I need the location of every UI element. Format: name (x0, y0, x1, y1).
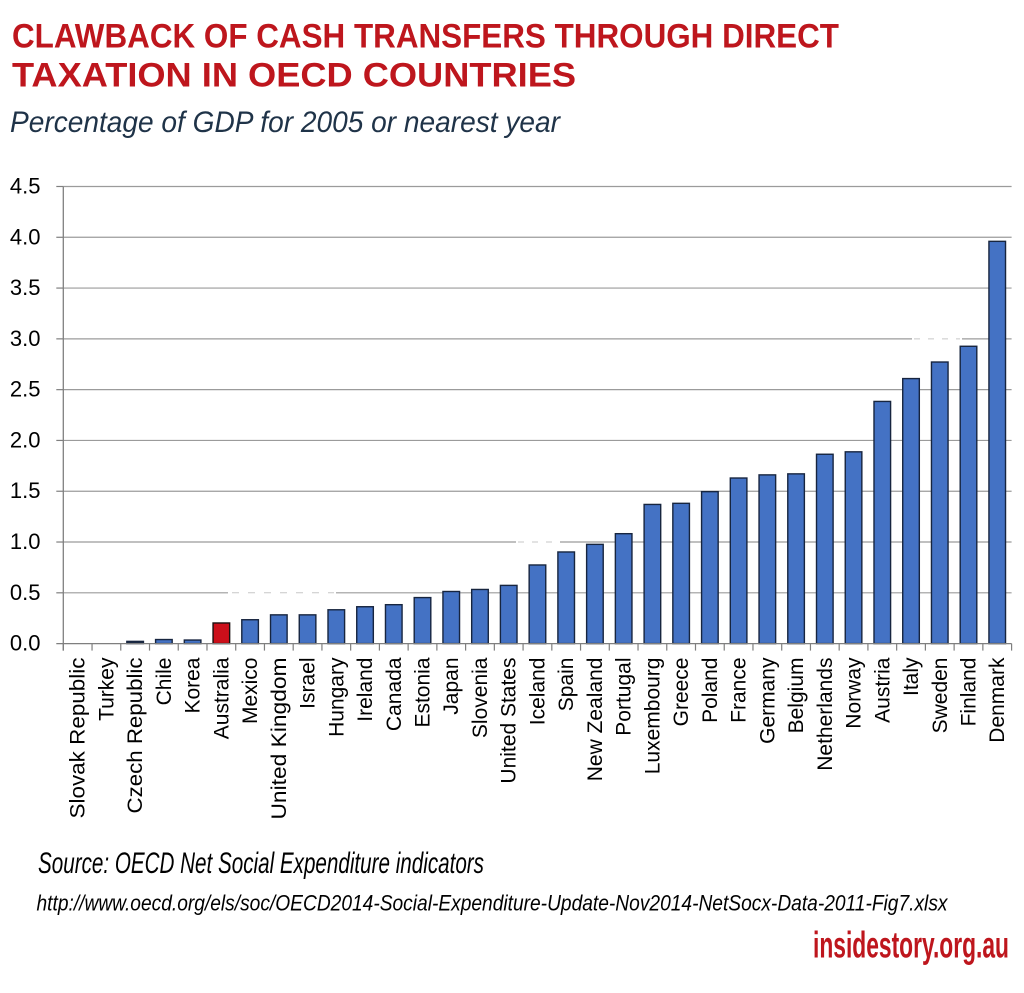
svg-text:Chile: Chile (153, 658, 176, 706)
svg-text:Source: OECD Net Social Expend: Source: OECD Net Social Expenditure indi… (38, 847, 484, 880)
svg-text:TAXATION IN OECD COUNTRIES: TAXATION IN OECD COUNTRIES (12, 57, 576, 95)
svg-text:Norway: Norway (843, 657, 866, 729)
svg-text:Finland: Finland (958, 658, 981, 727)
svg-text:3.0: 3.0 (10, 326, 41, 351)
svg-text:Austria: Austria (871, 657, 894, 723)
svg-text:Netherlands: Netherlands (814, 658, 837, 771)
svg-text:United States: United States (498, 658, 521, 784)
svg-text:Belgium: Belgium (785, 658, 808, 734)
svg-text:Canada: Canada (383, 657, 406, 731)
svg-text:4.5: 4.5 (10, 173, 41, 198)
svg-text:Slovenia: Slovenia (469, 657, 492, 738)
svg-text:Portugal: Portugal (613, 658, 636, 736)
svg-text:Mexico: Mexico (239, 658, 262, 725)
svg-text:0.0: 0.0 (10, 631, 41, 656)
svg-text:0.5: 0.5 (10, 580, 41, 605)
svg-text:CLAWBACK OF CASH TRANSFERS THR: CLAWBACK OF CASH TRANSFERS THROUGH DIREC… (12, 17, 839, 55)
svg-text:Luxembourg: Luxembourg (641, 658, 664, 775)
svg-text:Denmark: Denmark (986, 657, 1009, 743)
svg-text:Italy: Italy (900, 657, 923, 696)
svg-text:Poland: Poland (699, 658, 722, 723)
svg-text:Turkey: Turkey (95, 657, 118, 721)
svg-text:Israel: Israel (297, 658, 320, 709)
svg-text:http://www.oecd.org/els/soc/OE: http://www.oecd.org/els/soc/OECD2014-Soc… (37, 891, 949, 916)
svg-text:New Zealand: New Zealand (584, 658, 607, 782)
svg-text:Percentage of GDP for 2005 or: Percentage of GDP for 2005 or nearest ye… (10, 106, 561, 139)
svg-text:Sweden: Sweden (929, 658, 952, 734)
svg-text:Korea: Korea (182, 657, 205, 713)
svg-text:France: France (728, 658, 751, 723)
svg-text:Ireland: Ireland (354, 658, 377, 722)
svg-text:1.5: 1.5 (10, 478, 41, 503)
svg-text:1.0: 1.0 (10, 529, 41, 554)
svg-text:insidestory.org.au: insidestory.org.au (813, 925, 1009, 966)
svg-text:Germany: Germany (756, 657, 779, 744)
svg-text:Spain: Spain (555, 658, 578, 712)
svg-text:United Kingdom: United Kingdom (268, 658, 291, 820)
svg-text:3.5: 3.5 (10, 275, 41, 300)
svg-text:Slovak Republic: Slovak Republic (67, 658, 90, 819)
svg-text:2.5: 2.5 (10, 377, 41, 402)
svg-text:Estonia: Estonia (412, 657, 435, 727)
svg-text:4.0: 4.0 (10, 224, 41, 249)
svg-text:Hungary: Hungary (325, 657, 348, 737)
svg-text:Australia: Australia (210, 657, 233, 739)
svg-text:Iceland: Iceland (526, 658, 549, 726)
svg-text:Czech Republic: Czech Republic (124, 658, 147, 814)
svg-text:2.0: 2.0 (10, 427, 41, 452)
svg-text:Greece: Greece (670, 658, 693, 727)
svg-text:Japan: Japan (440, 658, 463, 715)
